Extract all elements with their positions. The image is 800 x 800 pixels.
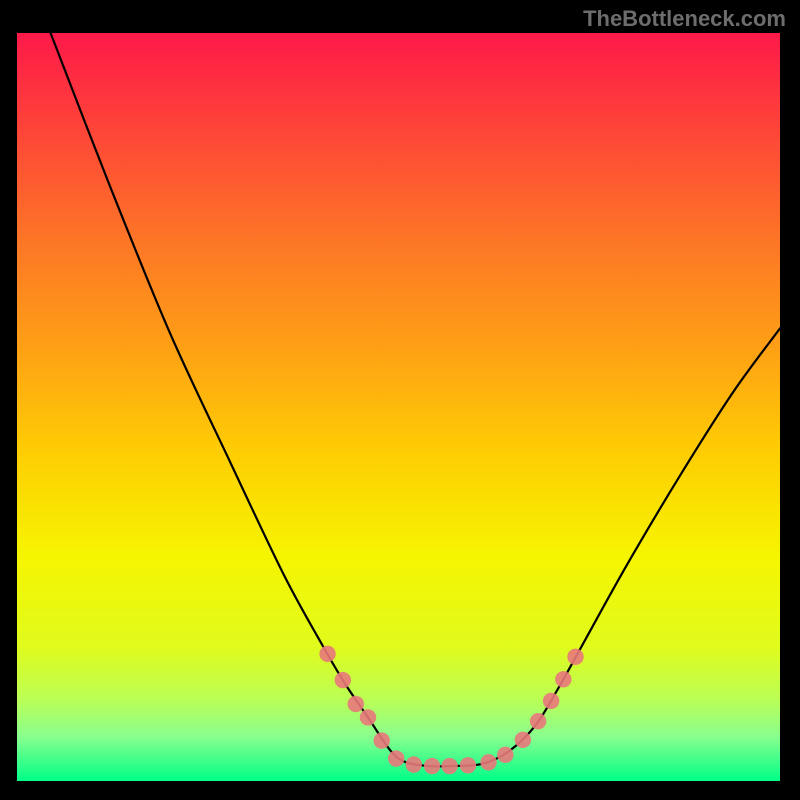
data-marker xyxy=(497,747,513,763)
data-marker xyxy=(374,732,390,748)
data-marker xyxy=(480,754,496,770)
data-marker xyxy=(424,758,440,774)
data-marker xyxy=(360,709,376,725)
gradient-background xyxy=(17,33,780,781)
data-marker xyxy=(388,750,404,766)
data-marker xyxy=(441,758,457,774)
chart-frame: TheBottleneck.com xyxy=(0,0,800,800)
data-marker xyxy=(543,693,559,709)
data-marker xyxy=(348,696,364,712)
data-marker xyxy=(460,757,476,773)
watermark-label: TheBottleneck.com xyxy=(583,6,786,32)
data-marker xyxy=(530,713,546,729)
data-marker xyxy=(515,732,531,748)
data-marker xyxy=(319,646,335,662)
plot-area xyxy=(17,33,780,781)
data-marker xyxy=(555,671,571,687)
data-marker xyxy=(406,756,422,772)
data-marker xyxy=(567,649,583,665)
chart-svg xyxy=(17,33,780,781)
data-marker xyxy=(335,672,351,688)
